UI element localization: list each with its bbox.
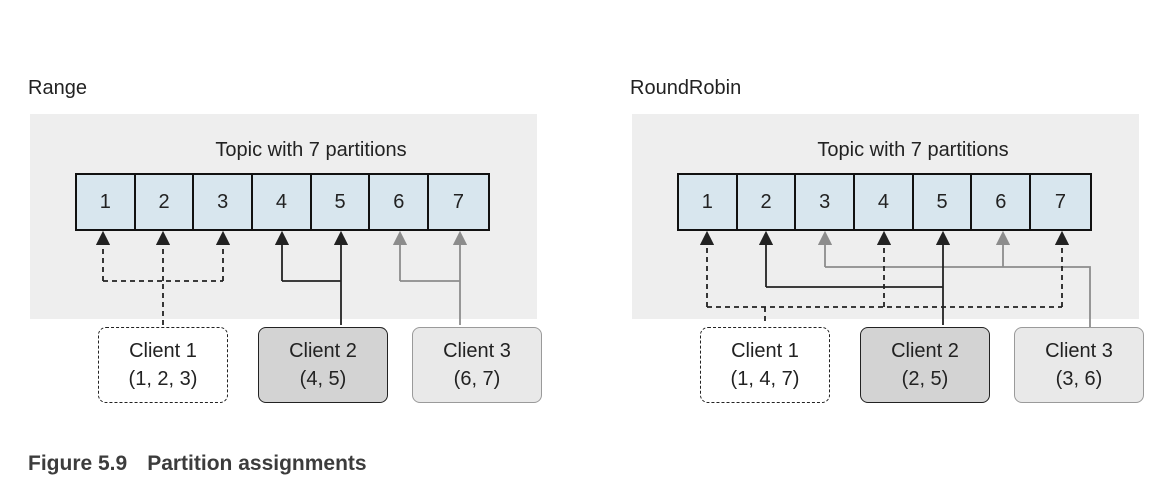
partition-cell: 5	[311, 175, 371, 229]
panel-title: Range	[28, 77, 87, 99]
partition-cell: 3	[194, 175, 254, 229]
client3-links	[817, 230, 1091, 327]
partition-cell: 1	[77, 175, 136, 229]
client-3-box: Client 3 (6, 7)	[412, 327, 542, 403]
partition-cell: 2	[737, 175, 797, 229]
client-1-box: Client 1 (1, 2, 3)	[98, 327, 228, 403]
client1-links	[95, 230, 231, 325]
partition-cell: 6	[972, 175, 1032, 229]
partition-cell: 7	[429, 175, 488, 229]
partition-cell: 5	[913, 175, 973, 229]
client-assignment: (2, 5)	[901, 368, 949, 390]
roundrobin-connectors	[699, 230, 1091, 327]
client-name: Client 1	[129, 340, 197, 362]
client1-links	[699, 230, 1070, 325]
client-name: Client 3	[443, 340, 511, 362]
client-assignment: (1, 4, 7)	[730, 368, 800, 390]
partition-cell: 4	[855, 175, 914, 229]
client-2-box: Client 2 (2, 5)	[860, 327, 990, 403]
client-assignment: (4, 5)	[299, 368, 347, 390]
figure-label: Figure 5.9	[28, 452, 128, 475]
client-assignment: (6, 7)	[453, 368, 501, 390]
partition-row: 1 2 3 4 5 6 7	[75, 173, 490, 231]
client2-links	[758, 230, 951, 325]
client2-links	[274, 230, 349, 325]
roundrobin-panel: RoundRobin Topic with 7 partitions 1 2 3…	[630, 75, 1150, 415]
client-2-box: Client 2 (4, 5)	[258, 327, 388, 403]
client-3-box: Client 3 (3, 6)	[1014, 327, 1144, 403]
client-name: Client 1	[731, 340, 799, 362]
topic-title: Topic with 7 partitions	[215, 139, 407, 161]
range-connectors	[95, 230, 468, 325]
partition-cell: 4	[253, 175, 312, 229]
client-name: Client 2	[891, 340, 959, 362]
partition-cell: 2	[135, 175, 195, 229]
partition-row: 1 2 3 4 5 6 7	[677, 173, 1092, 231]
partition-cell: 7	[1031, 175, 1090, 229]
client-assignment: (1, 2, 3)	[128, 368, 198, 390]
client-name: Client 3	[1045, 340, 1113, 362]
client-1-box: Client 1 (1, 4, 7)	[700, 327, 830, 403]
panel-title: RoundRobin	[630, 77, 742, 99]
client-assignment: (3, 6)	[1055, 368, 1103, 390]
client-name: Client 2	[289, 340, 357, 362]
partition-cell: 3	[796, 175, 856, 229]
figure-caption-text: Partition assignments	[147, 452, 367, 475]
range-panel: Range Topic with 7 partitions 1 2 3 4 5 …	[28, 75, 548, 415]
partition-cell: 1	[679, 175, 738, 229]
topic-title: Topic with 7 partitions	[817, 139, 1009, 161]
figure-caption: Figure 5.9 Partition assignments	[28, 452, 367, 476]
client3-links	[392, 230, 468, 325]
partition-cell: 6	[370, 175, 430, 229]
